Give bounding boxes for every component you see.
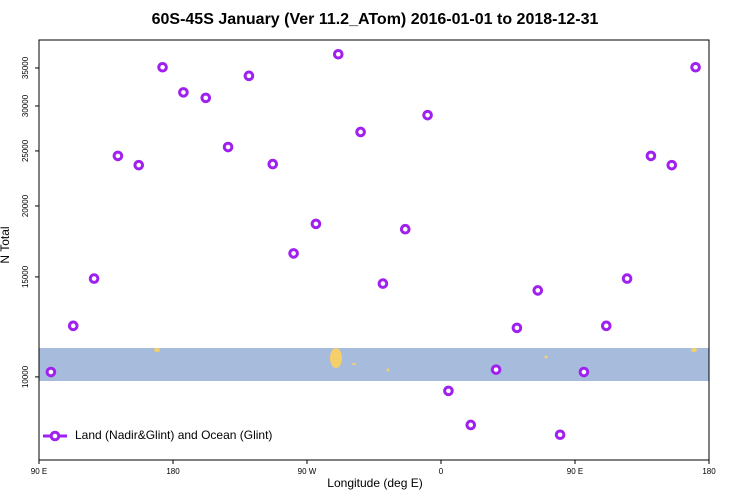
point: [645, 150, 657, 162]
land-patch: [352, 363, 356, 365]
y-tick-label: 30000: [21, 94, 30, 117]
point: [621, 273, 633, 284]
point: [267, 158, 279, 170]
x-tick-label: 90 E: [31, 467, 47, 476]
point: [355, 126, 366, 138]
y-axis-label: N Total: [0, 226, 12, 263]
point: [578, 366, 590, 378]
point: [45, 366, 57, 378]
x-tick-label: 0: [439, 467, 444, 476]
land-patch: [154, 348, 160, 352]
map-band: [39, 348, 709, 381]
point: [112, 150, 124, 162]
point: [67, 320, 79, 332]
point: [133, 159, 145, 171]
point: [88, 273, 100, 284]
legend-label: Land (Nadir&Glint) and Ocean (Glint): [75, 428, 272, 442]
x-axis-label: Longitude (deg E): [327, 476, 422, 490]
point: [532, 285, 544, 296]
land-patch: [691, 348, 697, 352]
point: [377, 278, 389, 289]
point: [422, 109, 433, 121]
legend-marker: [49, 430, 61, 442]
point: [690, 61, 701, 73]
point: [332, 48, 344, 60]
point: [554, 429, 566, 441]
map-background: [39, 348, 709, 381]
point: [178, 87, 189, 98]
y-tick-label: 15000: [21, 265, 30, 288]
y-tick-label: 25000: [21, 139, 30, 162]
x-tick-label: 90 E: [567, 467, 583, 476]
point: [310, 218, 322, 230]
point: [666, 159, 678, 171]
point: [511, 322, 523, 334]
point: [200, 92, 212, 104]
x-tick-label: 180: [702, 467, 716, 476]
point: [157, 61, 168, 73]
point: [443, 385, 454, 397]
x-tick-label: 90 W: [298, 467, 317, 476]
point: [288, 248, 299, 259]
land-patch: [544, 355, 548, 359]
land-patch: [386, 368, 390, 372]
y-tick-label: 35000: [21, 56, 30, 79]
point: [399, 223, 411, 235]
point: [600, 320, 612, 332]
point: [222, 141, 234, 153]
point: [465, 419, 477, 431]
land-patch: [330, 348, 342, 368]
plot-frame: [38, 39, 710, 461]
y-tick-label: 10000: [21, 365, 30, 388]
y-tick-label: 20000: [21, 194, 30, 217]
point: [243, 70, 255, 82]
x-tick-label: 180: [166, 467, 180, 476]
chart-title: 60S-45S January (Ver 11.2_ATom) 2016-01-…: [152, 11, 599, 28]
point: [490, 364, 502, 375]
